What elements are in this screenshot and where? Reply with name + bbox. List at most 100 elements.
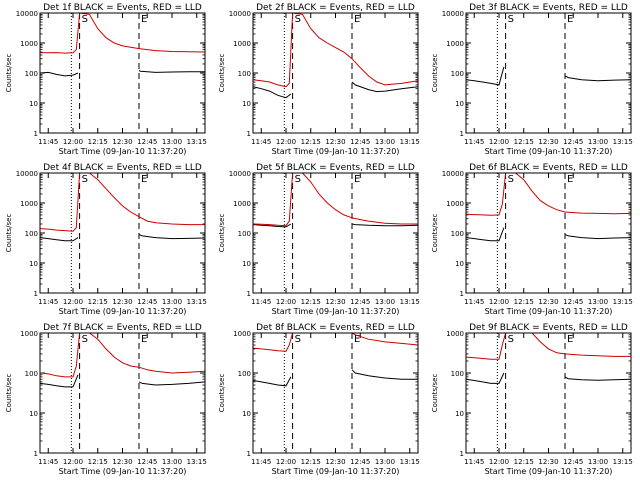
y-tick-label: 10 (242, 410, 251, 418)
events-series-line (466, 372, 631, 384)
x-tick-label: 12:30 (538, 138, 558, 146)
y-tick-label: 100 (451, 230, 464, 238)
x-tick-label: 12:45 (137, 138, 157, 146)
y-tick-label: 100 (25, 230, 38, 238)
x-tick-label: 13:00 (375, 298, 395, 306)
x-tick-label: 13:15 (613, 138, 633, 146)
y-tick-label: 1 (34, 290, 38, 298)
events-series-line (253, 369, 418, 387)
y-axis-label: Counts/sec (218, 54, 226, 93)
x-tick-label: 11:45 (251, 458, 271, 466)
x-tick-label: 12:15 (514, 298, 534, 306)
x-tick-label: 12:00 (63, 138, 83, 146)
chart-panel: Det 9f BLACK = Events, RED = LLD Counts/s… (431, 323, 633, 476)
x-tick-label: 13:15 (613, 458, 633, 466)
chart-title: Det 7f BLACK = Events, RED = LLD (43, 323, 202, 333)
chart-panel: Det 5f BLACK = Events, RED = LLD Counts/s… (218, 163, 420, 316)
x-tick-label: 12:00 (276, 458, 296, 466)
y-tick-label: 10 (242, 100, 251, 108)
marker-label: S (82, 334, 88, 345)
y-tick-label: 100 (451, 70, 464, 78)
events-series-line (40, 233, 205, 242)
x-tick-label: 12:15 (301, 138, 321, 146)
x-tick-label: 12:30 (112, 458, 132, 466)
y-tick-label: 1 (460, 450, 464, 458)
x-tick-label: 13:00 (162, 458, 182, 466)
x-tick-label: 12:30 (112, 298, 132, 306)
y-tick-label: 1000 (446, 200, 464, 208)
x-tick-label: 12:00 (63, 298, 83, 306)
marker-label: E (141, 14, 147, 25)
y-axis-label: Counts/sec (5, 54, 13, 93)
y-tick-label: 1 (247, 290, 251, 298)
y-tick-label: 10000 (16, 10, 38, 18)
x-tick-label: 11:45 (38, 298, 58, 306)
x-tick-label: 11:45 (251, 298, 271, 306)
marker-label: S (508, 174, 514, 185)
x-tick-label: 13:15 (400, 298, 420, 306)
x-tick-label: 12:15 (514, 458, 534, 466)
chart-title: Det 8f BLACK = Events, RED = LLD (256, 323, 415, 333)
marker-label: E (567, 174, 573, 185)
marker-label: E (567, 334, 573, 345)
x-tick-label: 11:45 (464, 138, 484, 146)
x-tick-label: 13:00 (588, 138, 608, 146)
y-tick-label: 10000 (442, 10, 464, 18)
events-series-line (40, 70, 205, 77)
y-tick-label: 100 (238, 370, 251, 378)
chart-panel: Det 2f BLACK = Events, RED = LLD Counts/s… (218, 3, 420, 156)
y-tick-label: 1 (34, 130, 38, 138)
x-tick-label: 13:15 (613, 298, 633, 306)
y-tick-label: 1000 (446, 330, 464, 338)
y-tick-label: 1000 (20, 330, 38, 338)
x-tick-label: 12:00 (276, 298, 296, 306)
x-tick-label: 13:15 (400, 138, 420, 146)
x-axis-label: Start Time (09-Jan-10 11:37:20) (59, 307, 187, 316)
events-series-line (466, 66, 631, 86)
y-tick-label: 100 (451, 370, 464, 378)
x-axis-label: Start Time (09-Jan-10 11:37:20) (272, 307, 400, 316)
y-axis-label: Counts/sec (218, 214, 226, 253)
x-tick-label: 13:15 (187, 298, 207, 306)
lld-series-line (253, 173, 418, 227)
x-tick-label: 13:15 (187, 458, 207, 466)
y-tick-label: 1000 (446, 40, 464, 48)
chart-panel: Det 8f BLACK = Events, RED = LLD Counts/s… (218, 323, 420, 476)
y-tick-label: 10 (455, 260, 464, 268)
marker-label: S (82, 174, 88, 185)
x-tick-label: 12:30 (325, 298, 345, 306)
x-tick-label: 12:15 (88, 298, 108, 306)
y-tick-label: 10 (242, 260, 251, 268)
y-tick-label: 10000 (229, 170, 251, 178)
x-tick-label: 11:45 (38, 138, 58, 146)
x-tick-label: 12:30 (325, 138, 345, 146)
x-tick-label: 13:00 (588, 458, 608, 466)
y-tick-label: 100 (238, 70, 251, 78)
x-tick-label: 11:45 (464, 458, 484, 466)
x-tick-label: 12:45 (350, 298, 370, 306)
marker-label: S (295, 334, 301, 345)
chart-panel: Det 7f BLACK = Events, RED = LLD Counts/s… (5, 323, 207, 476)
x-tick-label: 12:00 (489, 458, 509, 466)
marker-label: E (354, 174, 360, 185)
y-tick-label: 10 (29, 410, 38, 418)
x-axis-label: Start Time (09-Jan-10 11:37:20) (485, 307, 613, 316)
lld-series-line (466, 173, 631, 216)
marker-label: E (141, 174, 147, 185)
plot-frame (465, 172, 632, 294)
x-tick-label: 12:45 (563, 458, 583, 466)
x-tick-label: 12:15 (88, 458, 108, 466)
x-tick-label: 13:00 (375, 138, 395, 146)
x-tick-label: 12:45 (350, 458, 370, 466)
plot-frame (465, 332, 632, 454)
chart-panel: Det 1f BLACK = Events, RED = LLD Counts/s… (5, 3, 207, 156)
x-tick-label: 13:15 (187, 138, 207, 146)
x-tick-label: 12:30 (538, 458, 558, 466)
x-tick-label: 13:00 (162, 298, 182, 306)
y-tick-label: 1000 (233, 200, 251, 208)
x-tick-label: 13:15 (400, 458, 420, 466)
plot-frame (252, 12, 419, 134)
marker-label: E (141, 334, 147, 345)
x-axis-label: Start Time (09-Jan-10 11:37:20) (59, 467, 187, 476)
y-tick-label: 100 (25, 370, 38, 378)
